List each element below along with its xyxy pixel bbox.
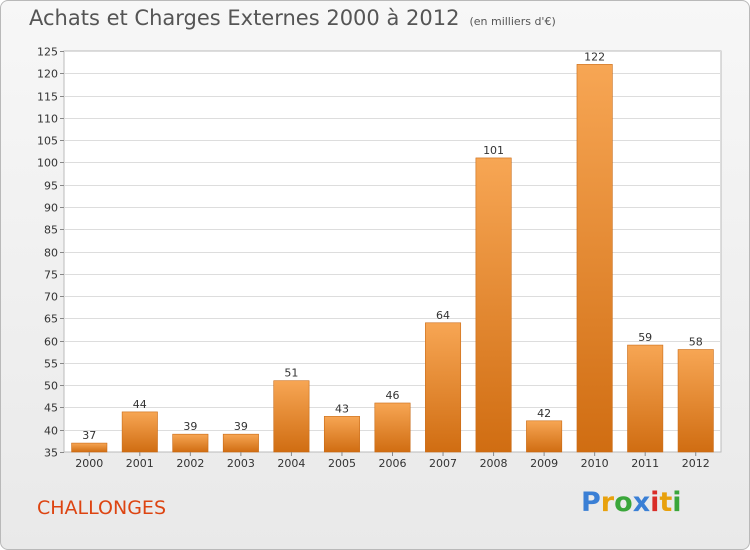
logo-letter: i xyxy=(672,487,682,518)
data-label-2011: 59 xyxy=(638,331,652,344)
logo-letter: x xyxy=(632,487,651,518)
y-tick-label: 115 xyxy=(37,91,58,104)
data-label-2010: 122 xyxy=(584,50,605,63)
logo-letter: t xyxy=(659,487,673,518)
chart-title: Achats et Charges Externes 2000 à 2012 (e… xyxy=(29,6,556,30)
chart-title-text: Achats et Charges Externes 2000 à 2012 xyxy=(29,6,460,30)
bar-2005 xyxy=(323,416,360,453)
bar-2004 xyxy=(273,380,310,453)
data-label-2000: 37 xyxy=(82,429,96,442)
y-tick-label: 110 xyxy=(37,113,58,126)
y-tick-label: 120 xyxy=(37,68,58,81)
y-tick-label: 70 xyxy=(44,291,58,304)
bar-2000 xyxy=(71,442,108,453)
y-tick-label: 100 xyxy=(37,157,58,170)
x-tick-label-2009: 2009 xyxy=(530,457,558,470)
x-tick-label-2010: 2010 xyxy=(581,457,609,470)
logo-letter: r xyxy=(600,487,615,518)
bar-2010 xyxy=(576,64,613,453)
y-tick-label: 40 xyxy=(44,425,58,438)
y-tick-label: 105 xyxy=(37,135,58,148)
x-tick-label-2006: 2006 xyxy=(379,457,407,470)
y-tick-label: 75 xyxy=(44,269,58,282)
y-tick-label: 35 xyxy=(44,447,58,460)
logo-letter: i xyxy=(650,487,660,518)
data-label-2002: 39 xyxy=(183,420,197,433)
commune-name: CHALLONGES xyxy=(37,497,167,519)
y-tick-label: 60 xyxy=(44,336,58,349)
bar-2001 xyxy=(121,411,158,453)
y-tick-label: 50 xyxy=(44,380,58,393)
y-tick-label: 125 xyxy=(37,46,58,59)
x-tick-label-2011: 2011 xyxy=(631,457,659,470)
x-tick-label-2007: 2007 xyxy=(429,457,457,470)
bar-2007 xyxy=(425,322,462,453)
bar-2009 xyxy=(526,420,563,453)
y-tick-label: 80 xyxy=(44,247,58,260)
data-label-2004: 51 xyxy=(284,367,298,380)
bar-2006 xyxy=(374,402,411,453)
x-tick-label-2004: 2004 xyxy=(277,457,305,470)
data-label-2006: 46 xyxy=(386,389,400,402)
data-label-2005: 43 xyxy=(335,402,349,415)
logo-letter: o xyxy=(614,487,633,518)
data-label-2001: 44 xyxy=(133,398,147,411)
data-label-2003: 39 xyxy=(234,420,248,433)
bar-2011 xyxy=(627,344,664,453)
data-label-2009: 42 xyxy=(537,407,551,420)
x-tick-label-2005: 2005 xyxy=(328,457,356,470)
y-tick-label: 45 xyxy=(44,402,58,415)
data-label-2012: 58 xyxy=(689,336,703,349)
logo-letter: P xyxy=(581,487,601,518)
y-tick-label: 95 xyxy=(44,180,58,193)
x-tick-label-2003: 2003 xyxy=(227,457,255,470)
bar-2003 xyxy=(222,433,259,453)
x-tick-label-2008: 2008 xyxy=(480,457,508,470)
y-tick-label: 90 xyxy=(44,202,58,215)
data-label-2007: 64 xyxy=(436,309,450,322)
y-tick-label: 55 xyxy=(44,358,58,371)
proxiti-logo: Proxiti xyxy=(581,487,682,518)
x-tick-label-2012: 2012 xyxy=(682,457,710,470)
data-label-2008: 101 xyxy=(483,144,504,157)
x-tick-label-2001: 2001 xyxy=(126,457,154,470)
x-tick-label-2002: 2002 xyxy=(176,457,204,470)
y-tick-label: 65 xyxy=(44,313,58,326)
chart-subtitle: (en milliers d'€) xyxy=(469,15,556,28)
y-tick-label: 85 xyxy=(44,224,58,237)
bar-2012 xyxy=(677,349,714,453)
bar-2008 xyxy=(475,157,512,453)
bar-2002 xyxy=(172,433,209,453)
x-tick-label-2000: 2000 xyxy=(75,457,103,470)
